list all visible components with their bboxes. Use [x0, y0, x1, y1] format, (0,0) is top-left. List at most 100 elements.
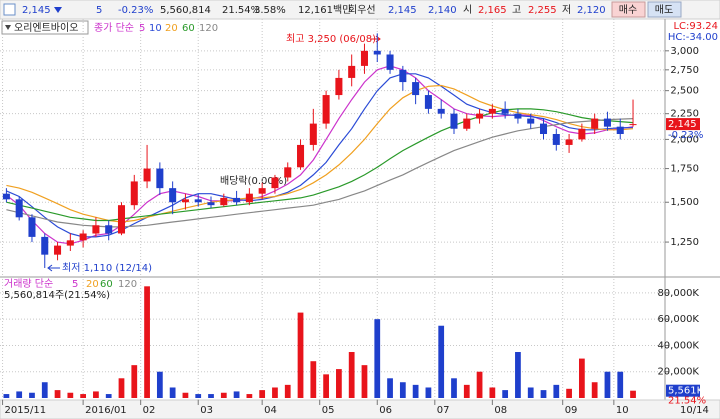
- candle-body: [207, 202, 215, 206]
- buy-button[interactable]: [611, 1, 646, 18]
- candle-body: [591, 118, 599, 129]
- x-tick-label: 07: [437, 405, 450, 416]
- volume-bar: [323, 374, 329, 398]
- dropdown-arrow[interactable]: [5, 25, 11, 30]
- sell-button-label[interactable]: 매도: [655, 4, 673, 16]
- low-label: 저: [562, 4, 571, 16]
- sell-button[interactable]: [647, 1, 682, 18]
- low-arrow: [47, 264, 60, 272]
- volume-bar: [604, 371, 611, 398]
- y-tick-label: 1,750: [670, 164, 699, 175]
- change: 5: [96, 5, 102, 16]
- volume-bar: [553, 384, 560, 398]
- candle-body: [488, 108, 496, 114]
- y-tick-label: 80,000K: [657, 288, 699, 299]
- dividend-annotation: 배당락(0.00%): [220, 175, 287, 187]
- down-arrow: [54, 7, 62, 13]
- volume-info: 5,560,814주(21.54%): [4, 290, 110, 301]
- candle-body: [578, 128, 586, 140]
- volume-legend-entry: 5: [72, 279, 78, 290]
- candle-body: [450, 113, 458, 129]
- high-label: 고: [512, 5, 521, 16]
- volume-bar: [220, 392, 227, 398]
- stock-name[interactable]: 오리엔트바이오: [14, 22, 78, 34]
- candle-body: [437, 108, 445, 114]
- candle-body: [616, 126, 624, 135]
- turnover: 21.54%: [222, 5, 260, 16]
- candle-body: [105, 225, 113, 234]
- menu-icon[interactable]: [3, 3, 16, 16]
- volume: 5,560,814: [160, 5, 211, 16]
- candle-body: [360, 50, 368, 66]
- volume-bar: [336, 369, 342, 398]
- candle-body: [603, 118, 611, 127]
- x-tick-label: 05: [322, 405, 335, 416]
- volume-bar: [41, 382, 48, 398]
- volume-bar: [476, 371, 483, 398]
- candle-body: [15, 199, 23, 218]
- volume-bar: [131, 365, 138, 398]
- y-tick-label: 60,000K: [657, 314, 699, 325]
- y-tick-label: 2,750: [670, 65, 699, 76]
- header-bar: [0, 0, 720, 20]
- x-tick-label: 04: [264, 405, 277, 416]
- buy-button-label[interactable]: 매수: [619, 4, 637, 16]
- low-annotation: 최저 1,110 (12/14): [62, 262, 152, 274]
- volume-bar: [451, 378, 457, 398]
- y-tick-label: 1,500: [670, 197, 699, 208]
- candle-body: [28, 217, 36, 237]
- x-tick-label: 08: [494, 405, 507, 416]
- candle-body: [284, 167, 292, 178]
- candle-body: [322, 95, 330, 124]
- stock-select[interactable]: [1, 20, 89, 35]
- volume-bar: [399, 382, 406, 398]
- candle-body: [233, 197, 241, 203]
- candle-body: [463, 118, 471, 129]
- volume-bar: [182, 392, 189, 398]
- volume-bar: [16, 391, 23, 398]
- candle-body: [181, 199, 189, 203]
- volume-legend-entry: 60: [100, 279, 113, 290]
- open: 2,165: [478, 5, 507, 16]
- last-price-label: 2,145: [668, 119, 697, 130]
- candle-body: [258, 188, 266, 194]
- legend-entry: 10: [149, 23, 162, 34]
- candle-body: [565, 139, 573, 145]
- low: 2,120: [577, 5, 606, 16]
- open-label: 시: [463, 4, 472, 16]
- volume-bar: [156, 371, 163, 398]
- high: 2,255: [528, 5, 557, 16]
- legend-entry: 5: [139, 23, 145, 34]
- volume-bar: [3, 394, 10, 398]
- candle-body: [539, 123, 548, 135]
- volume-bar: [169, 387, 176, 398]
- candle-body: [424, 95, 432, 109]
- volume-bar: [144, 286, 150, 398]
- volume-bar: [105, 394, 112, 398]
- candle-body: [527, 118, 535, 124]
- ma-line: [6, 73, 633, 238]
- candle-body: [335, 77, 343, 96]
- candle-body: [143, 168, 151, 182]
- candle-body: [629, 124, 637, 126]
- candle-body: [348, 65, 356, 78]
- y-tick-label: 40,000K: [657, 340, 699, 351]
- candle-body: [117, 205, 126, 234]
- candle-body: [399, 69, 407, 83]
- candle-body: [514, 113, 522, 119]
- candle-body: [156, 168, 164, 189]
- volume-bar: [361, 365, 368, 398]
- last-volume-label: 5,561K: [668, 386, 704, 397]
- change-pct: -0.23%: [118, 5, 153, 16]
- candle-body: [130, 181, 138, 206]
- volume-bar: [463, 384, 470, 398]
- candle-body: [2, 193, 10, 200]
- y-tick-label: 2,000: [670, 134, 699, 145]
- volume-bar: [630, 390, 636, 398]
- volume-bar: [67, 392, 74, 398]
- y-tick-label: 2,500: [670, 86, 699, 97]
- last-volume-ratio: 21.54%: [668, 396, 706, 407]
- candle-body: [309, 123, 317, 145]
